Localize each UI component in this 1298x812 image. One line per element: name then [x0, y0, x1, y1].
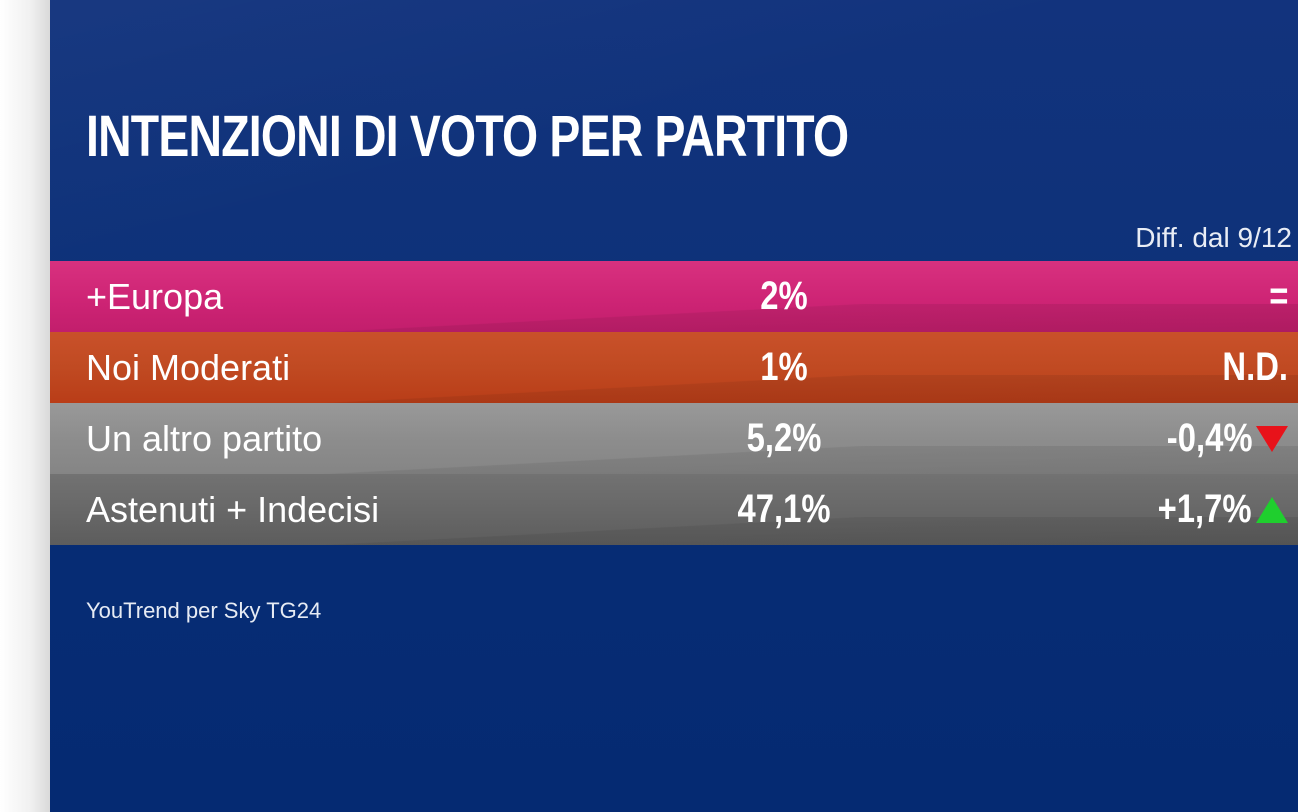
chart-title: INTENZIONI DI VOTO PER PARTITO — [86, 104, 849, 169]
chart-panel: INTENZIONI DI VOTO PER PARTITO Diff. dal… — [50, 0, 1298, 812]
party-value: 1% — [760, 345, 808, 389]
party-diff-cell: N.D. — [1208, 332, 1288, 403]
party-name: Un altro partito — [86, 418, 323, 459]
party-diff: +1,7% — [1158, 487, 1252, 531]
table-row-noi-moderati: Noi Moderati 1% N.D. — [50, 332, 1298, 403]
party-diff: -0,4% — [1166, 416, 1252, 460]
results-table: +Europa 2% = Noi Moderati 1% N.D. Un alt… — [50, 261, 1298, 545]
party-value: 47,1% — [737, 487, 831, 531]
table-row-un-altro-partito: Un altro partito 5,2% -0,4% — [50, 403, 1298, 474]
table-row-europa: +Europa 2% = — [50, 261, 1298, 332]
party-diff-cell: -0,4% — [1148, 403, 1288, 474]
party-name: Astenuti + Indecisi — [86, 489, 380, 530]
party-diff-cell: = — [1265, 261, 1288, 332]
party-value: 5,2% — [746, 416, 822, 460]
party-name: +Europa — [86, 276, 224, 317]
trend-down-icon — [1256, 425, 1288, 452]
party-value: 2% — [760, 274, 808, 318]
diff-column-header: Diff. dal 9/12 — [1135, 222, 1292, 253]
source-credit: YouTrend per Sky TG24 — [86, 598, 322, 623]
party-name: Noi Moderati — [86, 347, 291, 388]
trend-up-icon — [1256, 496, 1288, 523]
party-diff-cell: +1,7% — [1137, 474, 1288, 545]
party-diff: N.D. — [1222, 345, 1288, 389]
party-diff: = — [1268, 274, 1288, 318]
table-row-astenuti-indecisi: Astenuti + Indecisi 47,1% +1,7% — [50, 474, 1298, 545]
left-margin-strip — [0, 0, 50, 812]
